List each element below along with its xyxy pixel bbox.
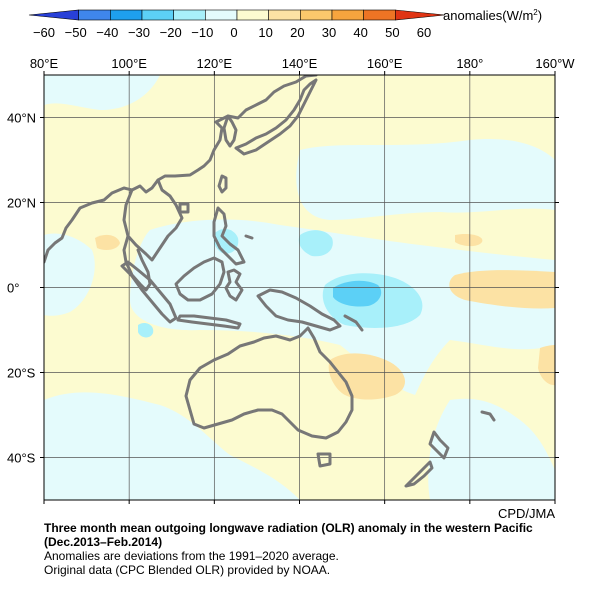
- longitude-label: 120°E: [197, 56, 233, 71]
- longitude-label: 80°E: [30, 56, 59, 71]
- colorbar-bin: [363, 9, 396, 21]
- positive-anomaly-central-pacific: [449, 270, 555, 309]
- latitude-label: 20°N: [7, 196, 36, 211]
- colorbar-bin: [268, 9, 301, 21]
- coastline-taiwan: [217, 174, 228, 194]
- longitude-label: 180°: [456, 56, 483, 71]
- colorbar-bin: [236, 9, 269, 21]
- colorbar-tick-labels: −60 −50 −40 −30 −20 −10 0 10 20 30 40 50 60: [33, 25, 431, 40]
- colorbar-bin: [300, 9, 333, 21]
- coastline-new-zealand: [404, 430, 450, 488]
- figure-note-1: Anomalies are deviations from the 1991–2…: [44, 549, 339, 563]
- colorbar-tick-label: −40: [96, 25, 118, 40]
- coastline-hainan: [178, 202, 190, 214]
- longitude-label: 160°E: [367, 56, 403, 71]
- latitude-label: 40°N: [7, 111, 36, 126]
- positive-anomaly-south-pacific: [538, 345, 555, 386]
- negative-anomaly-north-pacific: [296, 139, 555, 220]
- coastline-indochina: [122, 178, 184, 262]
- colorbar-bin: [78, 9, 111, 21]
- negative-anomaly-west-indian: [44, 233, 95, 316]
- coastline-australia: [184, 326, 354, 440]
- positive-anomaly-ne-pacific: [455, 233, 483, 247]
- coastline-tasmania: [316, 452, 332, 468]
- longitude-label: 160°W: [535, 56, 575, 71]
- colorbar-bin: [205, 9, 238, 21]
- coastline-solomon-islands: [343, 314, 364, 332]
- coastlines: [44, 75, 496, 488]
- colorbar-tick-label: −10: [191, 25, 213, 40]
- coastline-sulawesi: [224, 268, 244, 302]
- map-gridlines: [44, 75, 555, 500]
- colorbar-tick-label: 30: [322, 25, 336, 40]
- negative-anomaly-southwest: [44, 392, 300, 500]
- colorbar-bin: [28, 9, 79, 21]
- coastline-new-guinea: [256, 288, 342, 332]
- longitude-label: 100°E: [111, 56, 147, 71]
- negative-anomaly-southeast: [428, 398, 555, 500]
- latitude-label: 40°S: [7, 451, 36, 466]
- colorbar-bin: [395, 9, 446, 21]
- coastline-sumatra: [120, 260, 178, 324]
- colorbar-bin: [110, 9, 143, 21]
- coastline-korea: [222, 114, 238, 148]
- colorbar-bin: [173, 9, 206, 21]
- anomaly-neg20-north-of-png: [298, 230, 333, 257]
- colorbar-tick-label: 0: [230, 25, 237, 40]
- map-panel: 80°E 100°E 120°E 140°E 160°E 180° 160°W 40°N 20°…: [7, 56, 575, 521]
- colorbar-bin: [331, 9, 364, 21]
- colorbar-tick-label: 40: [353, 25, 367, 40]
- colorbar: [28, 9, 446, 21]
- coastline-asia: [44, 75, 318, 264]
- credit-label: CPD/JMA: [498, 506, 555, 521]
- colorbar-units-label: anomalies(W/m2): [443, 8, 542, 23]
- colorbar-tick-label: −50: [65, 25, 87, 40]
- colorbar-tick-label: 20: [290, 25, 304, 40]
- figure-title-line-2: (Dec.2013–Feb.2014): [44, 535, 163, 549]
- longitude-label: 140°E: [282, 56, 318, 71]
- latitude-label: 20°S: [7, 366, 36, 381]
- coastline-pacific-islands: [244, 234, 496, 422]
- map-axis-labels: 80°E 100°E 120°E 140°E 160°E 180° 160°W 40°N 20°…: [7, 56, 575, 504]
- figure-note-2: Original data (CPC Blended OLR) provided…: [44, 563, 331, 577]
- colorbar-tick-label: −60: [33, 25, 55, 40]
- coastline-malay-peninsula: [122, 234, 152, 292]
- colorbar-tick-label: −20: [160, 25, 182, 40]
- figure-title-line-1: Three month mean outgoing longwave radia…: [44, 521, 533, 535]
- coastline-borneo: [174, 256, 226, 302]
- anomaly-neg30-core: [333, 280, 382, 307]
- colorbar-tick-label: 10: [258, 25, 272, 40]
- colorbar-tick-label: 50: [385, 25, 399, 40]
- coastline-philippines: [212, 206, 246, 266]
- anomaly-neg20-small-1: [138, 322, 154, 338]
- coastline-java: [176, 314, 242, 330]
- coastline-japan: [234, 78, 318, 156]
- positive-anomaly-bay-of-bengal: [95, 234, 120, 251]
- colorbar-tick-label: −30: [128, 25, 150, 40]
- colorbar-bin: [141, 9, 174, 21]
- latitude-label: 0°: [7, 281, 19, 296]
- colorbar-tick-label: 60: [417, 25, 431, 40]
- negative-anomaly-northwest: [44, 75, 160, 110]
